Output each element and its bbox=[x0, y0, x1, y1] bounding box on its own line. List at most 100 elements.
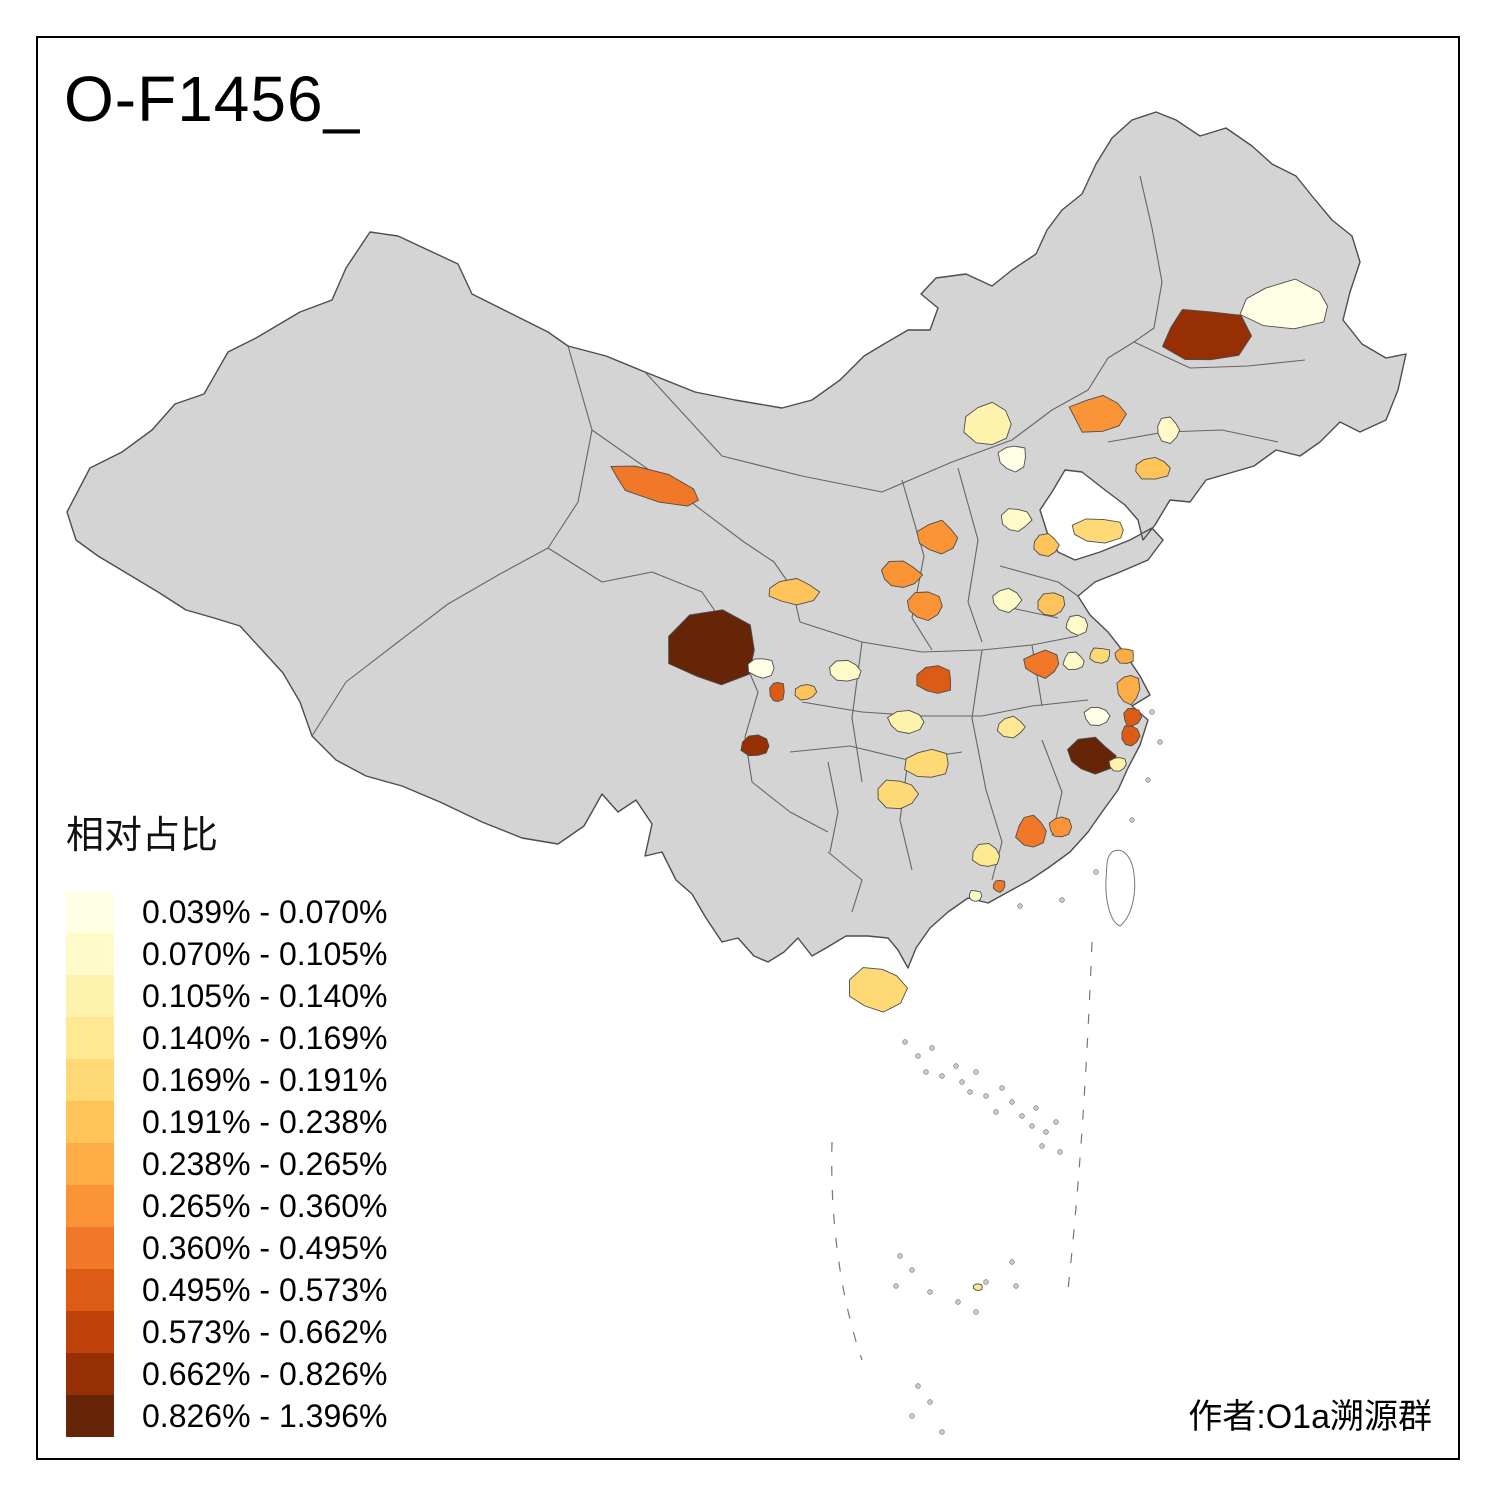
legend-entry: 0.191% - 0.238% bbox=[66, 1101, 388, 1143]
legend-swatch bbox=[66, 891, 114, 933]
map-region bbox=[610, 465, 699, 507]
legend-entry: 0.573% - 0.662% bbox=[66, 1311, 388, 1353]
legend-label: 0.039% - 0.070% bbox=[142, 893, 388, 930]
legend-swatch bbox=[66, 1185, 114, 1227]
map-region bbox=[997, 445, 1026, 473]
map-region bbox=[747, 658, 775, 679]
map-region bbox=[1121, 725, 1141, 747]
map-region bbox=[769, 682, 785, 702]
map-region bbox=[794, 684, 818, 701]
legend-swatch bbox=[66, 1101, 114, 1143]
island-dot bbox=[973, 1309, 979, 1315]
map-region bbox=[1108, 757, 1127, 772]
map-region bbox=[1071, 518, 1124, 544]
island-dot bbox=[967, 1089, 973, 1095]
map-region bbox=[1157, 416, 1181, 445]
island-dot bbox=[909, 1413, 915, 1419]
map-region bbox=[1089, 647, 1111, 664]
map-region bbox=[1083, 707, 1111, 726]
map-region bbox=[904, 748, 949, 778]
island-dot bbox=[929, 1045, 935, 1051]
map-region bbox=[849, 967, 908, 1013]
island-dot bbox=[939, 1429, 945, 1435]
map-region bbox=[1239, 278, 1328, 330]
island-dot bbox=[1149, 709, 1155, 715]
legend-label: 0.238% - 0.265% bbox=[142, 1145, 388, 1182]
taiwan-island bbox=[1105, 849, 1136, 927]
map-region bbox=[1116, 674, 1141, 706]
map-region bbox=[1015, 814, 1047, 848]
map-region bbox=[1067, 736, 1117, 775]
map-region bbox=[992, 879, 1006, 893]
author-credit: 作者:O1a溯源群 bbox=[1188, 1398, 1432, 1436]
legend-entry: 0.140% - 0.169% bbox=[66, 1017, 388, 1059]
legend-entry: 0.070% - 0.105% bbox=[66, 933, 388, 975]
map-region bbox=[1037, 592, 1066, 617]
map-region bbox=[1114, 648, 1134, 664]
legend-swatch bbox=[66, 1059, 114, 1101]
legend-swatch bbox=[66, 1353, 114, 1395]
map-region bbox=[1048, 816, 1073, 838]
legend-entry: 0.495% - 0.573% bbox=[66, 1269, 388, 1311]
island-dot bbox=[1043, 1129, 1049, 1135]
island-dot bbox=[1009, 1259, 1015, 1265]
legend-entry: 0.265% - 0.360% bbox=[66, 1185, 388, 1227]
map-region bbox=[740, 734, 770, 757]
legend-swatch bbox=[66, 933, 114, 975]
legend-label: 0.191% - 0.238% bbox=[142, 1103, 388, 1140]
island-dot bbox=[1033, 1105, 1039, 1111]
legend-swatch bbox=[66, 1017, 114, 1059]
map-region bbox=[992, 587, 1023, 614]
legend-label: 0.360% - 0.495% bbox=[142, 1229, 388, 1266]
legend-swatch bbox=[66, 1227, 114, 1269]
map-region bbox=[1065, 614, 1089, 636]
island-dot bbox=[893, 1283, 899, 1289]
island-dot bbox=[1145, 777, 1151, 783]
map-region bbox=[1000, 508, 1033, 532]
legend-swatch bbox=[66, 975, 114, 1017]
island-dot bbox=[973, 1069, 979, 1075]
legend-label: 0.826% - 1.396% bbox=[142, 1397, 388, 1434]
map-region bbox=[881, 560, 924, 588]
map-region bbox=[906, 591, 943, 621]
sea-boundary-dashes bbox=[831, 941, 1093, 1361]
island-dot bbox=[909, 1267, 915, 1273]
map-region bbox=[968, 889, 983, 902]
legend-entry: 0.169% - 0.191% bbox=[66, 1059, 388, 1101]
map-region bbox=[1033, 533, 1060, 557]
legend-entry: 0.826% - 1.396% bbox=[66, 1395, 388, 1437]
island-dot bbox=[1053, 1119, 1059, 1125]
island-dot bbox=[955, 1299, 961, 1305]
legend-swatch bbox=[66, 1143, 114, 1185]
map-region bbox=[1123, 708, 1143, 728]
map-region bbox=[668, 609, 755, 686]
legend-entry: 0.105% - 0.140% bbox=[66, 975, 388, 1017]
island-dot bbox=[927, 1289, 933, 1295]
legend-entries: 0.039% - 0.070% 0.070% - 0.105% 0.105% - 0… bbox=[66, 891, 388, 1437]
island-dot bbox=[1059, 897, 1065, 903]
legend-entry: 0.039% - 0.070% bbox=[66, 891, 388, 933]
island-dot bbox=[959, 1079, 965, 1085]
map-region bbox=[972, 1283, 983, 1291]
island-dots bbox=[893, 709, 1163, 1435]
map-region bbox=[1023, 649, 1060, 679]
legend-label: 0.140% - 0.169% bbox=[142, 1019, 388, 1056]
island-dot bbox=[1019, 1113, 1025, 1119]
island-dot bbox=[1013, 1283, 1019, 1289]
map-region bbox=[829, 659, 862, 682]
island-dot bbox=[953, 1063, 959, 1069]
map-region bbox=[887, 709, 925, 734]
legend-label: 0.495% - 0.573% bbox=[142, 1271, 388, 1308]
island-dot bbox=[915, 1383, 921, 1389]
island-dot bbox=[939, 1073, 945, 1079]
legend-label: 0.573% - 0.662% bbox=[142, 1313, 388, 1350]
plot-frame bbox=[36, 36, 1460, 1460]
legend-entry: 0.360% - 0.495% bbox=[66, 1227, 388, 1269]
legend-label: 0.169% - 0.191% bbox=[142, 1061, 388, 1098]
map-region bbox=[768, 578, 821, 606]
island-dot bbox=[915, 1053, 921, 1059]
legend-label: 0.265% - 0.360% bbox=[142, 1187, 388, 1224]
island-dot bbox=[1157, 739, 1163, 745]
legend-title: 相对占比 bbox=[66, 815, 219, 857]
